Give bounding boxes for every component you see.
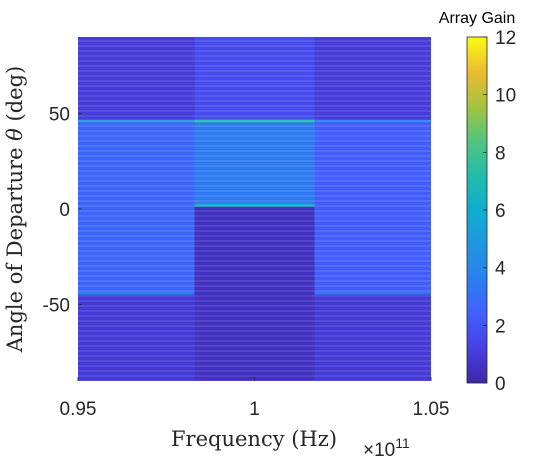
colorbar-tick-label: 4 bbox=[495, 259, 506, 280]
colorbar-tick-label: 10 bbox=[495, 86, 516, 107]
colorbar-tick-label: 6 bbox=[495, 201, 506, 222]
x-tick-label: 0.95 bbox=[60, 399, 97, 420]
x-axis-label: Frequency (Hz) bbox=[171, 427, 337, 451]
colorbar-ticks: 0 2 4 6 8 10 12 bbox=[483, 28, 516, 395]
y-axis-label: Angle of Departure θ (deg) bbox=[3, 66, 27, 353]
x-tick-label: 1.05 bbox=[413, 399, 450, 420]
colorbar-tick-label: 12 bbox=[495, 28, 516, 49]
x-tick-label: 1 bbox=[249, 399, 260, 420]
colorbar-tick-label: 0 bbox=[495, 374, 506, 395]
x-axis-multiplier: ×1011 bbox=[363, 435, 410, 461]
fringe-texture bbox=[78, 37, 431, 381]
y-tick-label: -50 bbox=[43, 296, 70, 317]
y-tick-label: 0 bbox=[59, 200, 70, 221]
x-axis-ticks: 0.95 1 1.05 bbox=[60, 377, 450, 420]
colorbar-tick-label: 2 bbox=[495, 316, 506, 337]
colorbar-title: Array Gain bbox=[439, 10, 515, 27]
y-tick-label: 50 bbox=[49, 104, 70, 125]
y-axis-ticks: -50 0 50 bbox=[43, 104, 82, 317]
colorbar-tick-label: 8 bbox=[495, 143, 506, 164]
